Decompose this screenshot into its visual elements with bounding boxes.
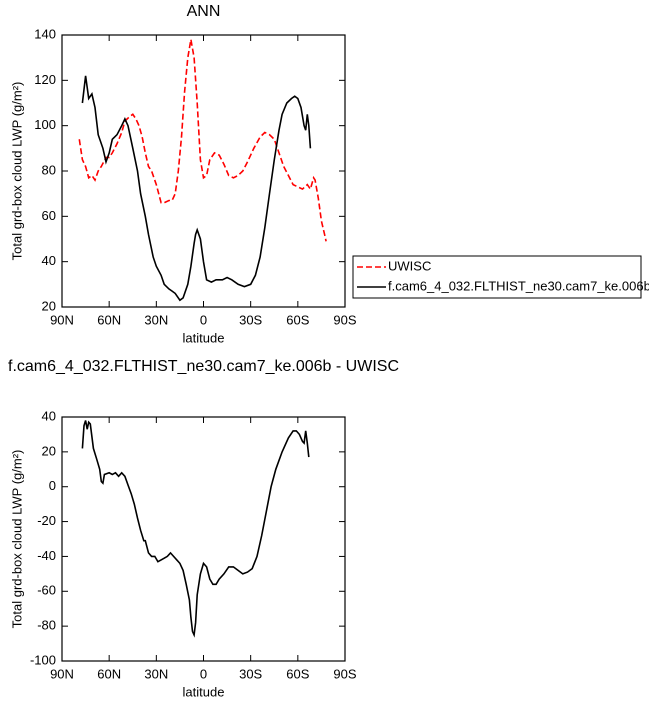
y-tick-label: -100 xyxy=(30,652,56,667)
y-tick-label: -60 xyxy=(37,583,56,598)
y-tick-label: 0 xyxy=(49,478,56,493)
y-tick-label: -20 xyxy=(37,513,56,528)
y-tick-label: 20 xyxy=(42,443,56,458)
y-tick-label: 40 xyxy=(42,253,56,268)
x-tick-label: 90N xyxy=(50,312,74,327)
plot-frame xyxy=(61,416,346,662)
series-line xyxy=(81,420,310,638)
y-tick-label: 80 xyxy=(42,162,56,177)
y-axis-label: Total grd-box cloud LWP (g/m²) xyxy=(9,82,24,261)
y-tick-label: 140 xyxy=(34,26,56,41)
y-tick-label: 20 xyxy=(42,298,56,313)
x-tick-label: 60N xyxy=(97,312,121,327)
series-line xyxy=(78,39,327,242)
y-tick-label: 40 xyxy=(42,408,56,423)
y-tick-label: -40 xyxy=(37,548,56,563)
y-tick-label: 100 xyxy=(34,117,56,132)
y-tick-label: -80 xyxy=(37,618,56,633)
x-tick-label: 30S xyxy=(239,666,262,681)
y-axis-label: Total grd-box cloud LWP (g/m²) xyxy=(9,450,24,629)
x-tick-label: 30S xyxy=(239,312,262,327)
x-tick-label: 60N xyxy=(97,666,121,681)
x-axis-label: latitude xyxy=(183,330,225,345)
chart-title: ANN xyxy=(187,3,221,20)
y-tick-label: 60 xyxy=(42,208,56,223)
legend-box xyxy=(352,255,642,299)
x-tick-label: 30N xyxy=(144,666,168,681)
x-tick-label: 60S xyxy=(286,666,309,681)
legend-label: UWISC xyxy=(388,258,431,273)
x-tick-label: 60S xyxy=(286,312,309,327)
x-tick-label: 90S xyxy=(333,312,356,327)
x-tick-label: 90N xyxy=(50,666,74,681)
chart-title: f.cam6_4_032.FLTHIST_ne30.cam7_ke.006b -… xyxy=(8,358,399,375)
x-axis-label: latitude xyxy=(183,684,225,699)
x-tick-label: 0 xyxy=(200,666,207,681)
x-tick-label: 30N xyxy=(144,312,168,327)
series-line xyxy=(81,75,312,302)
x-tick-label: 0 xyxy=(200,312,207,327)
legend-label: f.cam6_4_032.FLTHIST_ne30.cam7_ke.006b xyxy=(388,278,649,293)
y-tick-label: 120 xyxy=(34,72,56,87)
x-tick-label: 90S xyxy=(333,666,356,681)
